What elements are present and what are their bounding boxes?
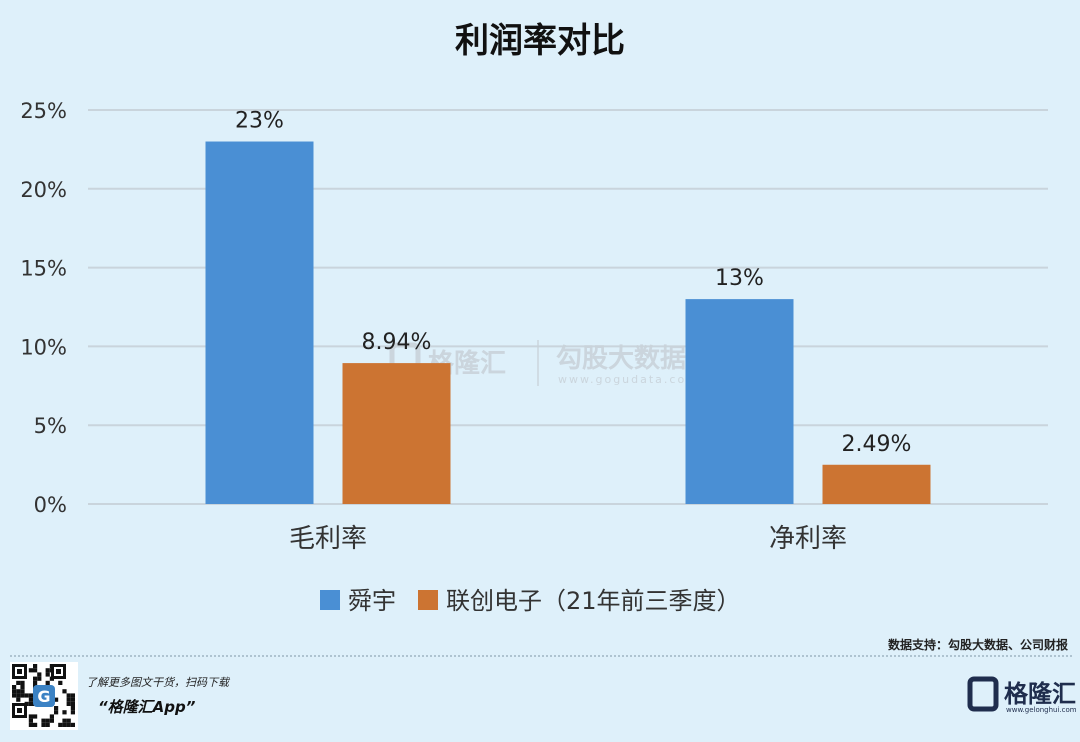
bar <box>685 299 794 504</box>
chart-title: 利润率对比 <box>455 21 625 61</box>
svg-text:G: G <box>37 687 50 706</box>
legend-swatch <box>418 590 438 610</box>
brand-name: 格隆汇 <box>1004 680 1076 708</box>
y-tick-label: 5% <box>34 414 67 438</box>
brand-logo-icon <box>967 676 999 712</box>
category-labels: 毛利率 净利率 <box>289 524 847 554</box>
watermark: 格隆汇 勾股大数据 www.gogudata.com <box>389 340 699 386</box>
y-tick-label: 20% <box>20 178 67 202</box>
y-tick-label: 0% <box>34 493 67 517</box>
qr-caption: 了解更多图文干货，扫码下载 <box>86 676 231 689</box>
bar <box>205 141 314 504</box>
legend-label: 舜宇 <box>348 587 396 615</box>
data-label: 23% <box>235 109 284 134</box>
brand-logo: 格隆汇 www.gelonghui.com <box>967 676 1077 714</box>
data-source: 数据支持：勾股大数据、公司财报 <box>888 637 1068 652</box>
legend-label: 联创电子（21年前三季度） <box>446 587 741 615</box>
data-label: 13% <box>715 266 764 291</box>
bar <box>822 464 931 504</box>
y-axis-ticks: 0% 5% 10% 15% 20% 25% <box>20 99 67 517</box>
data-label: 8.94% <box>362 330 432 355</box>
y-tick-label: 10% <box>20 335 67 359</box>
qr-code-icon: G <box>10 662 78 730</box>
y-tick-label: 15% <box>20 257 67 281</box>
brand-url: www.gelonghui.com <box>1006 706 1077 714</box>
app-name: “格隆汇App” <box>98 698 196 716</box>
bar <box>342 363 451 504</box>
category-label: 净利率 <box>769 524 847 554</box>
y-tick-label: 25% <box>20 99 67 123</box>
category-label: 毛利率 <box>289 524 367 554</box>
legend-swatch <box>320 590 340 610</box>
bar-marks <box>205 141 931 504</box>
legend: 舜宇 联创电子（21年前三季度） <box>320 587 741 615</box>
data-label: 2.49% <box>842 432 912 457</box>
watermark-product: 勾股大数据 <box>556 344 686 374</box>
data-labels: 23% 8.94% 13% 2.49% <box>235 109 911 457</box>
watermark-url: www.gogudata.com <box>558 373 699 386</box>
